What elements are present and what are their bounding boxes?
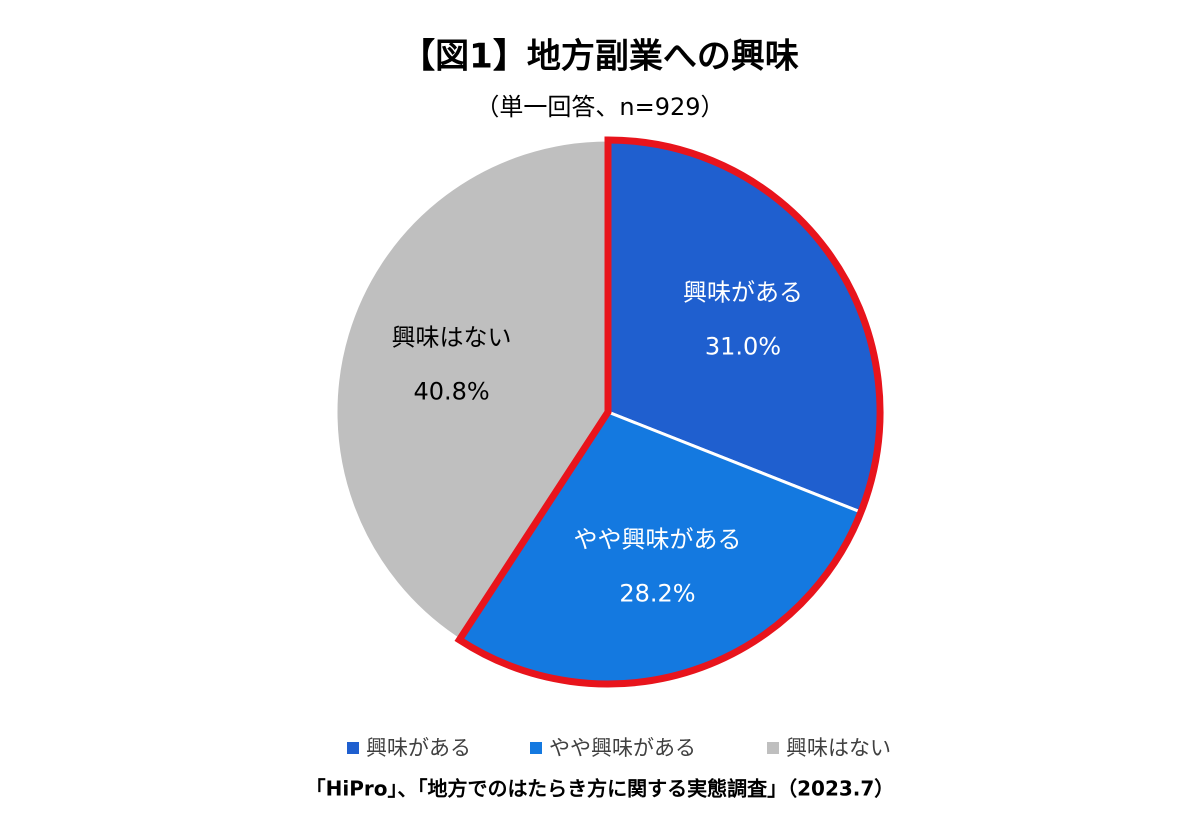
legend-label: 興味はない bbox=[786, 736, 891, 760]
legend-label: やや興味がある bbox=[549, 736, 696, 760]
highlight-outline bbox=[454, 136, 884, 688]
legend-marker bbox=[347, 742, 359, 754]
chart-title: 【図1】地方副業への興味 bbox=[401, 37, 799, 77]
legend-label: 興味がある bbox=[366, 736, 471, 760]
slice-category-label: やや興味がある bbox=[573, 526, 741, 554]
source-note: 「HiPro」、「地方でのはたらき方に関する実態調査」（2023.7） bbox=[306, 777, 895, 801]
legend-marker bbox=[767, 742, 779, 754]
slice-value-label: 28.2% bbox=[619, 580, 695, 608]
slice-value-label: 40.8% bbox=[413, 377, 489, 405]
legend-marker bbox=[530, 742, 542, 754]
slice-category-label: 興味がある bbox=[683, 278, 803, 306]
slice-category-label: 興味はない bbox=[392, 323, 512, 351]
slice-value-label: 31.0% bbox=[705, 332, 781, 360]
chart-subtitle: （単一回答、n=929） bbox=[475, 93, 724, 121]
